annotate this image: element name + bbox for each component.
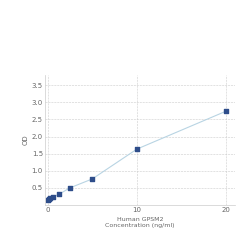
Point: [68, 186, 72, 190]
Point: [48, 196, 52, 200]
Y-axis label: OD: OD: [23, 135, 29, 145]
Point: [224, 109, 228, 113]
X-axis label: Human GPSM2
Concentration (ng/ml): Human GPSM2 Concentration (ng/ml): [105, 217, 175, 228]
Point: [90, 177, 94, 181]
Point: [47, 197, 51, 201]
Point: [135, 147, 139, 151]
Point: [57, 192, 61, 196]
Point: [46, 198, 50, 202]
Point: [51, 195, 55, 199]
